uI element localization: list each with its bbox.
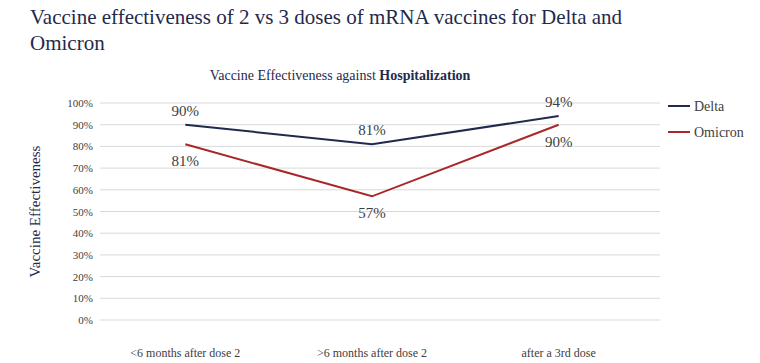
grid-line (100, 189, 660, 190)
series-line (185, 116, 558, 144)
grid-line (100, 233, 660, 234)
y-tick-label: 20% (73, 271, 93, 283)
y-tick-label: 90% (73, 119, 93, 131)
title-line: Vaccine effectiveness of 2 vs 3 doses of… (30, 5, 623, 29)
chart: Vaccine effectiveness of 2 vs 3 doses of… (0, 0, 760, 363)
y-tick-label: 40% (73, 227, 93, 239)
legend-label: Omicron (694, 125, 744, 140)
y-tick-label: 60% (73, 184, 93, 196)
legend-swatch (668, 105, 690, 107)
grid-line (100, 298, 660, 299)
x-tick-label: after a 3rd dose (522, 346, 596, 360)
grid-line (100, 254, 660, 255)
y-tick-label: 30% (73, 249, 93, 261)
y-tick-label: 0% (78, 314, 93, 326)
data-label: 81% (358, 122, 386, 138)
y-axis-label: Vaccine Effectiveness (27, 145, 43, 277)
y-tick-label: 70% (73, 162, 93, 174)
y-tick-label: 10% (73, 292, 93, 304)
grid-line (100, 146, 660, 147)
subtitle-part: Vaccine Effectiveness against (210, 68, 380, 83)
data-label: 94% (545, 94, 573, 110)
subtitle-part: Hospitalization (379, 68, 470, 83)
data-label: 81% (172, 153, 200, 169)
subtitle: Vaccine Effectiveness against Hospitaliz… (210, 68, 471, 83)
title-line: Omicron (30, 31, 105, 55)
legend-label: Delta (694, 99, 725, 114)
grid-line (100, 276, 660, 277)
plot-area (185, 116, 558, 196)
x-tick-label: <6 months after dose 2 (130, 346, 240, 360)
data-label: 90% (172, 103, 200, 119)
legend-swatch (668, 131, 690, 133)
x-tick-label: >6 months after dose 2 (317, 346, 427, 360)
grid-line (100, 320, 660, 321)
data-label: 57% (358, 205, 386, 221)
y-tick-label: 50% (73, 206, 93, 218)
y-tick-label: 100% (67, 97, 93, 109)
y-tick-label: 80% (73, 140, 93, 152)
title: Vaccine effectiveness of 2 vs 3 doses of… (30, 5, 623, 55)
data-label: 90% (545, 134, 573, 150)
